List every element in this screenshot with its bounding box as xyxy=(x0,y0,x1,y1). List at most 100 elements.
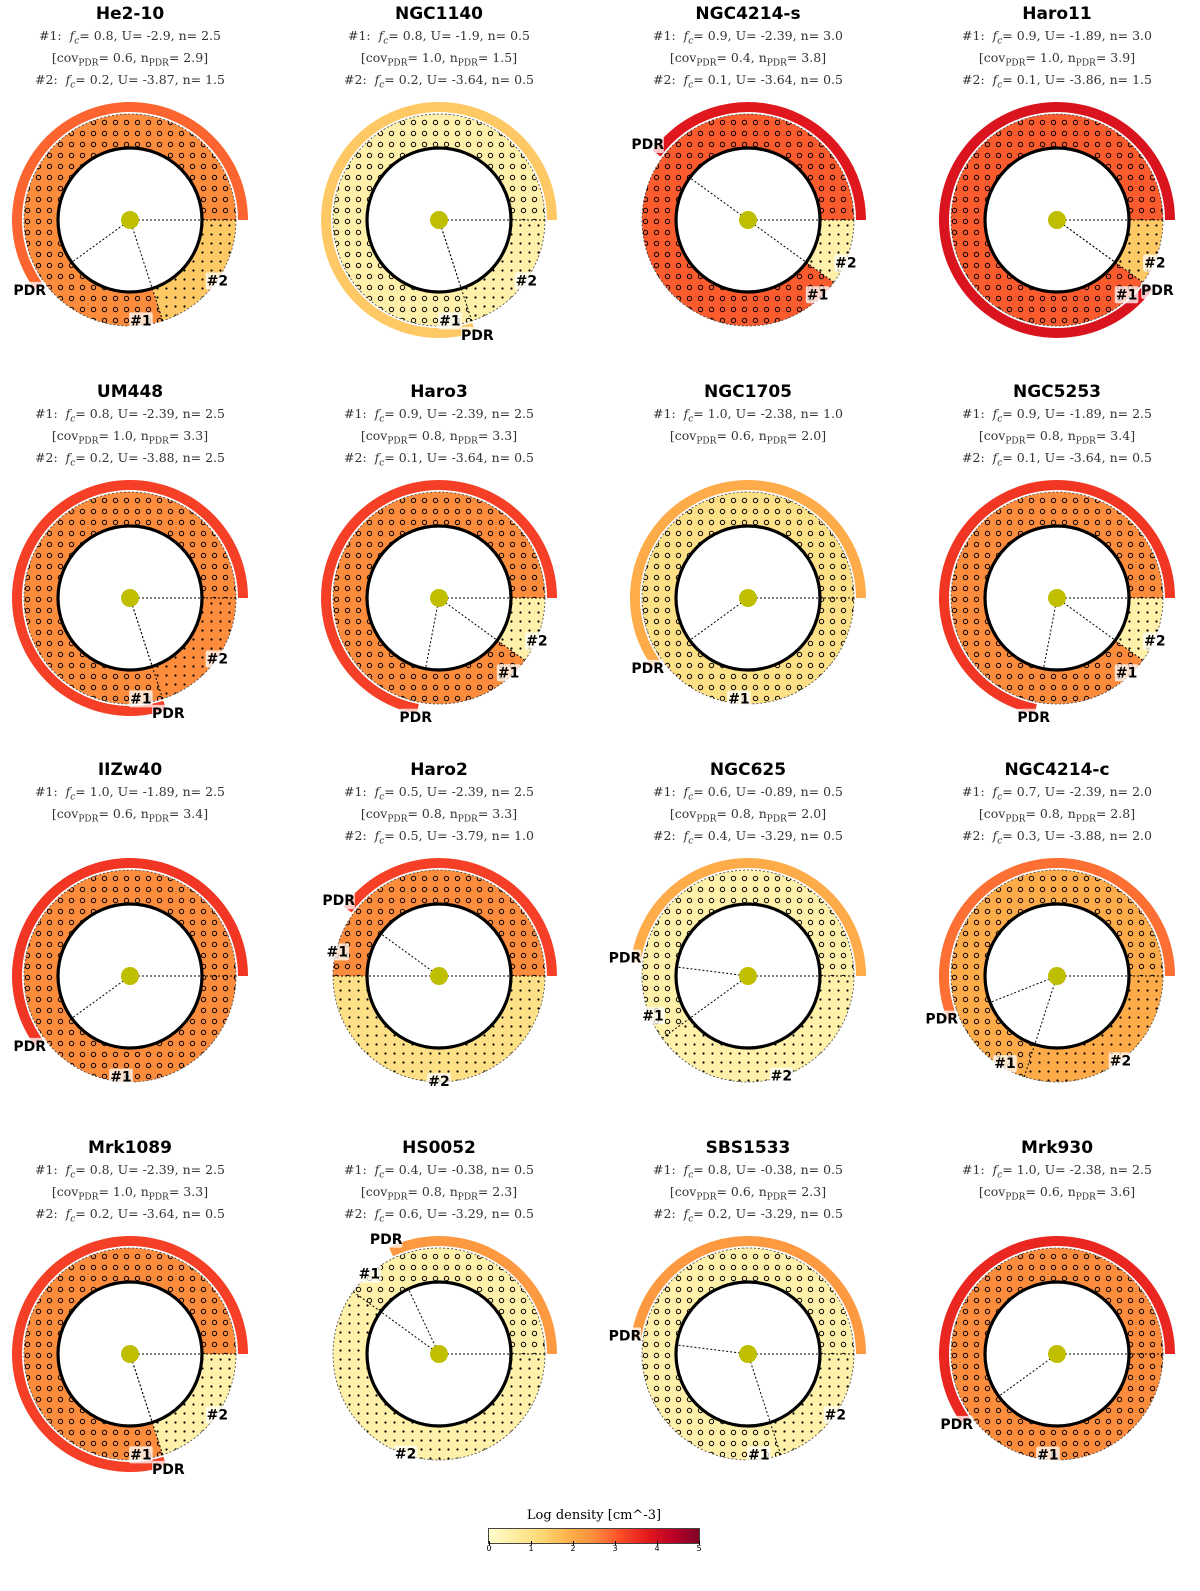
c1-n: 1.0 xyxy=(823,406,843,421)
pdr-n: 3.8 xyxy=(801,50,822,65)
panel-title: He2-10 xyxy=(95,4,165,24)
c2-n: 0.5 xyxy=(514,450,534,465)
component-1-label: #1 xyxy=(325,943,350,961)
panel-ngc1140: NGC1140 #1: fc= 0.8, U= -1.9, n= 0.5 [covP… xyxy=(309,0,609,380)
c1-u: -2.39 xyxy=(1069,784,1102,799)
c2-fc: 0.4 xyxy=(707,828,728,843)
pdr-label: PDR xyxy=(925,1010,958,1028)
panel-title: Haro11 xyxy=(1022,4,1092,24)
c1-u: -1.89 xyxy=(142,784,175,799)
c2-fc: 0.1 xyxy=(398,450,419,465)
c2-fc: 0.2 xyxy=(398,72,419,87)
pdr-label: PDR xyxy=(370,1230,403,1248)
colorbar-tick: 4 xyxy=(654,1544,660,1553)
colorbar-tickmark xyxy=(573,1541,574,1545)
svg-text:PDR: PDR xyxy=(940,1417,973,1433)
c2-fc: 0.5 xyxy=(398,828,419,843)
pdr-label: PDR xyxy=(609,1327,642,1345)
component-2-params: #2: fc= 0.1, U= -3.64, n= 0.5 xyxy=(653,72,843,91)
c1-fc: 0.8 xyxy=(707,1162,728,1177)
pdr-params: [covPDR= 0.8, nPDR= 3.3] xyxy=(360,806,518,825)
panel-he2-10: He2-10 #1: fc= 0.8, U= -2.9, n= 2.5 [covPD… xyxy=(0,0,300,380)
pdr-radius xyxy=(1056,219,1116,263)
c1-fc: 0.9 xyxy=(398,406,419,421)
component-2-ring xyxy=(332,975,546,1083)
pdr-params: [covPDR= 0.8, nPDR= 2.0] xyxy=(669,806,827,825)
panel-title: UM448 xyxy=(96,382,164,402)
pdr-params: [covPDR= 1.0, nPDR= 3.9] xyxy=(978,50,1136,69)
pdr-cov: 1.0 xyxy=(421,50,442,65)
pdr-label: PDR xyxy=(631,659,664,677)
c2-u: -3.88 xyxy=(142,450,175,465)
central-source xyxy=(121,967,139,985)
c1-fc: 0.8 xyxy=(402,28,423,43)
component-1-label: #1 xyxy=(993,1055,1017,1073)
component-1-params: #1: fc= 0.9, U= -1.89, n= 2.5 xyxy=(962,406,1152,425)
svg-text:#2: #2 xyxy=(516,273,537,289)
pdr-params: [covPDR= 0.8, nPDR= 2.8] xyxy=(978,806,1136,825)
c2-u: -3.64 xyxy=(451,450,484,465)
ring-diagram: PDR #1 #2 xyxy=(609,858,866,1085)
panel-title: SBS1533 xyxy=(705,1138,791,1158)
pdr-params: [covPDR= 0.8, nPDR= 2.3] xyxy=(360,1184,518,1203)
pdr-cov: 1.0 xyxy=(112,1184,133,1199)
svg-text:PDR: PDR xyxy=(1017,710,1050,726)
c1-fc: 0.4 xyxy=(398,1162,419,1177)
c1-fc: 0.8 xyxy=(89,406,110,421)
pdr-cov: 0.8 xyxy=(1039,428,1060,443)
component-1-label: #1 xyxy=(641,1007,665,1025)
c1-n: 2.5 xyxy=(514,784,534,799)
c1-u: -0.38 xyxy=(760,1162,793,1177)
component-1-ring xyxy=(332,113,546,327)
svg-text:#2: #2 xyxy=(1110,1053,1131,1069)
component-1-label: #1 xyxy=(129,1446,153,1464)
pdr-params: [covPDR= 0.6, nPDR= 3.4] xyxy=(51,806,209,825)
component-1-ring xyxy=(332,869,546,977)
pdr-label: PDR xyxy=(152,1460,185,1478)
c1-n: 2.5 xyxy=(1132,406,1152,421)
component-1-ring xyxy=(23,869,237,1083)
c2-n: 2.5 xyxy=(205,450,225,465)
component-1-ring xyxy=(23,491,237,705)
component-1-ring xyxy=(641,1247,855,1461)
central-source xyxy=(121,211,139,229)
c2-n: 0.5 xyxy=(514,72,534,87)
c2-u: -3.64 xyxy=(760,72,793,87)
pdr-cov: 0.6 xyxy=(1039,1184,1060,1199)
c2-u: -3.86 xyxy=(1069,72,1102,87)
component-2-label: #2 xyxy=(205,650,230,668)
colorbar-tickmark xyxy=(531,1541,532,1545)
pdr-n: 2.9 xyxy=(183,50,204,65)
c1-u: -2.39 xyxy=(760,28,793,43)
c1-fc: 0.9 xyxy=(1016,406,1037,421)
pdr-arc xyxy=(388,1236,557,1354)
component-1-params: #1: fc= 0.8, U= -1.9, n= 0.5 xyxy=(347,28,530,47)
component-2-params: #2: fc= 0.2, U= -3.87, n= 1.5 xyxy=(35,72,225,91)
panel-ngc625: NGC625 #1: fc= 0.6, U= -0.89, n= 0.5 [covP… xyxy=(609,756,918,1136)
component-1-ring xyxy=(23,1247,237,1461)
component-1-params: #1: fc= 0.9, U= -1.89, n= 3.0 xyxy=(962,28,1152,47)
component-1-label: #1 xyxy=(1036,1446,1060,1464)
component-1-label: #1 xyxy=(357,1265,382,1283)
pdr-n: 3.3 xyxy=(492,806,513,821)
pdr-label: PDR xyxy=(609,949,642,967)
component-1-ring xyxy=(641,491,855,705)
pdr-n: 2.3 xyxy=(492,1184,513,1199)
panel-hs0052: HS0052 #1: fc= 0.4, U= -0.38, n= 0.5 [covP… xyxy=(309,1134,609,1514)
pdr-n: 3.3 xyxy=(183,1184,204,1199)
svg-text:#2: #2 xyxy=(395,1447,416,1463)
c2-u: -3.64 xyxy=(451,72,484,87)
pdr-n: 1.5 xyxy=(492,50,513,65)
component-1-params: #1: fc= 1.0, U= -2.38, n= 2.5 xyxy=(962,1162,1152,1181)
c1-fc: 0.6 xyxy=(707,784,728,799)
c1-n: 0.5 xyxy=(510,28,530,43)
colorbar-tick: 5 xyxy=(696,1544,702,1553)
c1-u: -1.89 xyxy=(1069,406,1102,421)
component-1-label: #1 xyxy=(805,286,830,304)
panel-title: NGC4214-s xyxy=(695,4,801,24)
c2-u: -3.87 xyxy=(142,72,175,87)
component-2-params: #2: fc= 0.1, U= -3.86, n= 1.5 xyxy=(962,72,1152,91)
colorbar-tickmark xyxy=(657,1541,658,1545)
svg-text:#1: #1 xyxy=(498,665,519,681)
central-source xyxy=(739,967,757,985)
